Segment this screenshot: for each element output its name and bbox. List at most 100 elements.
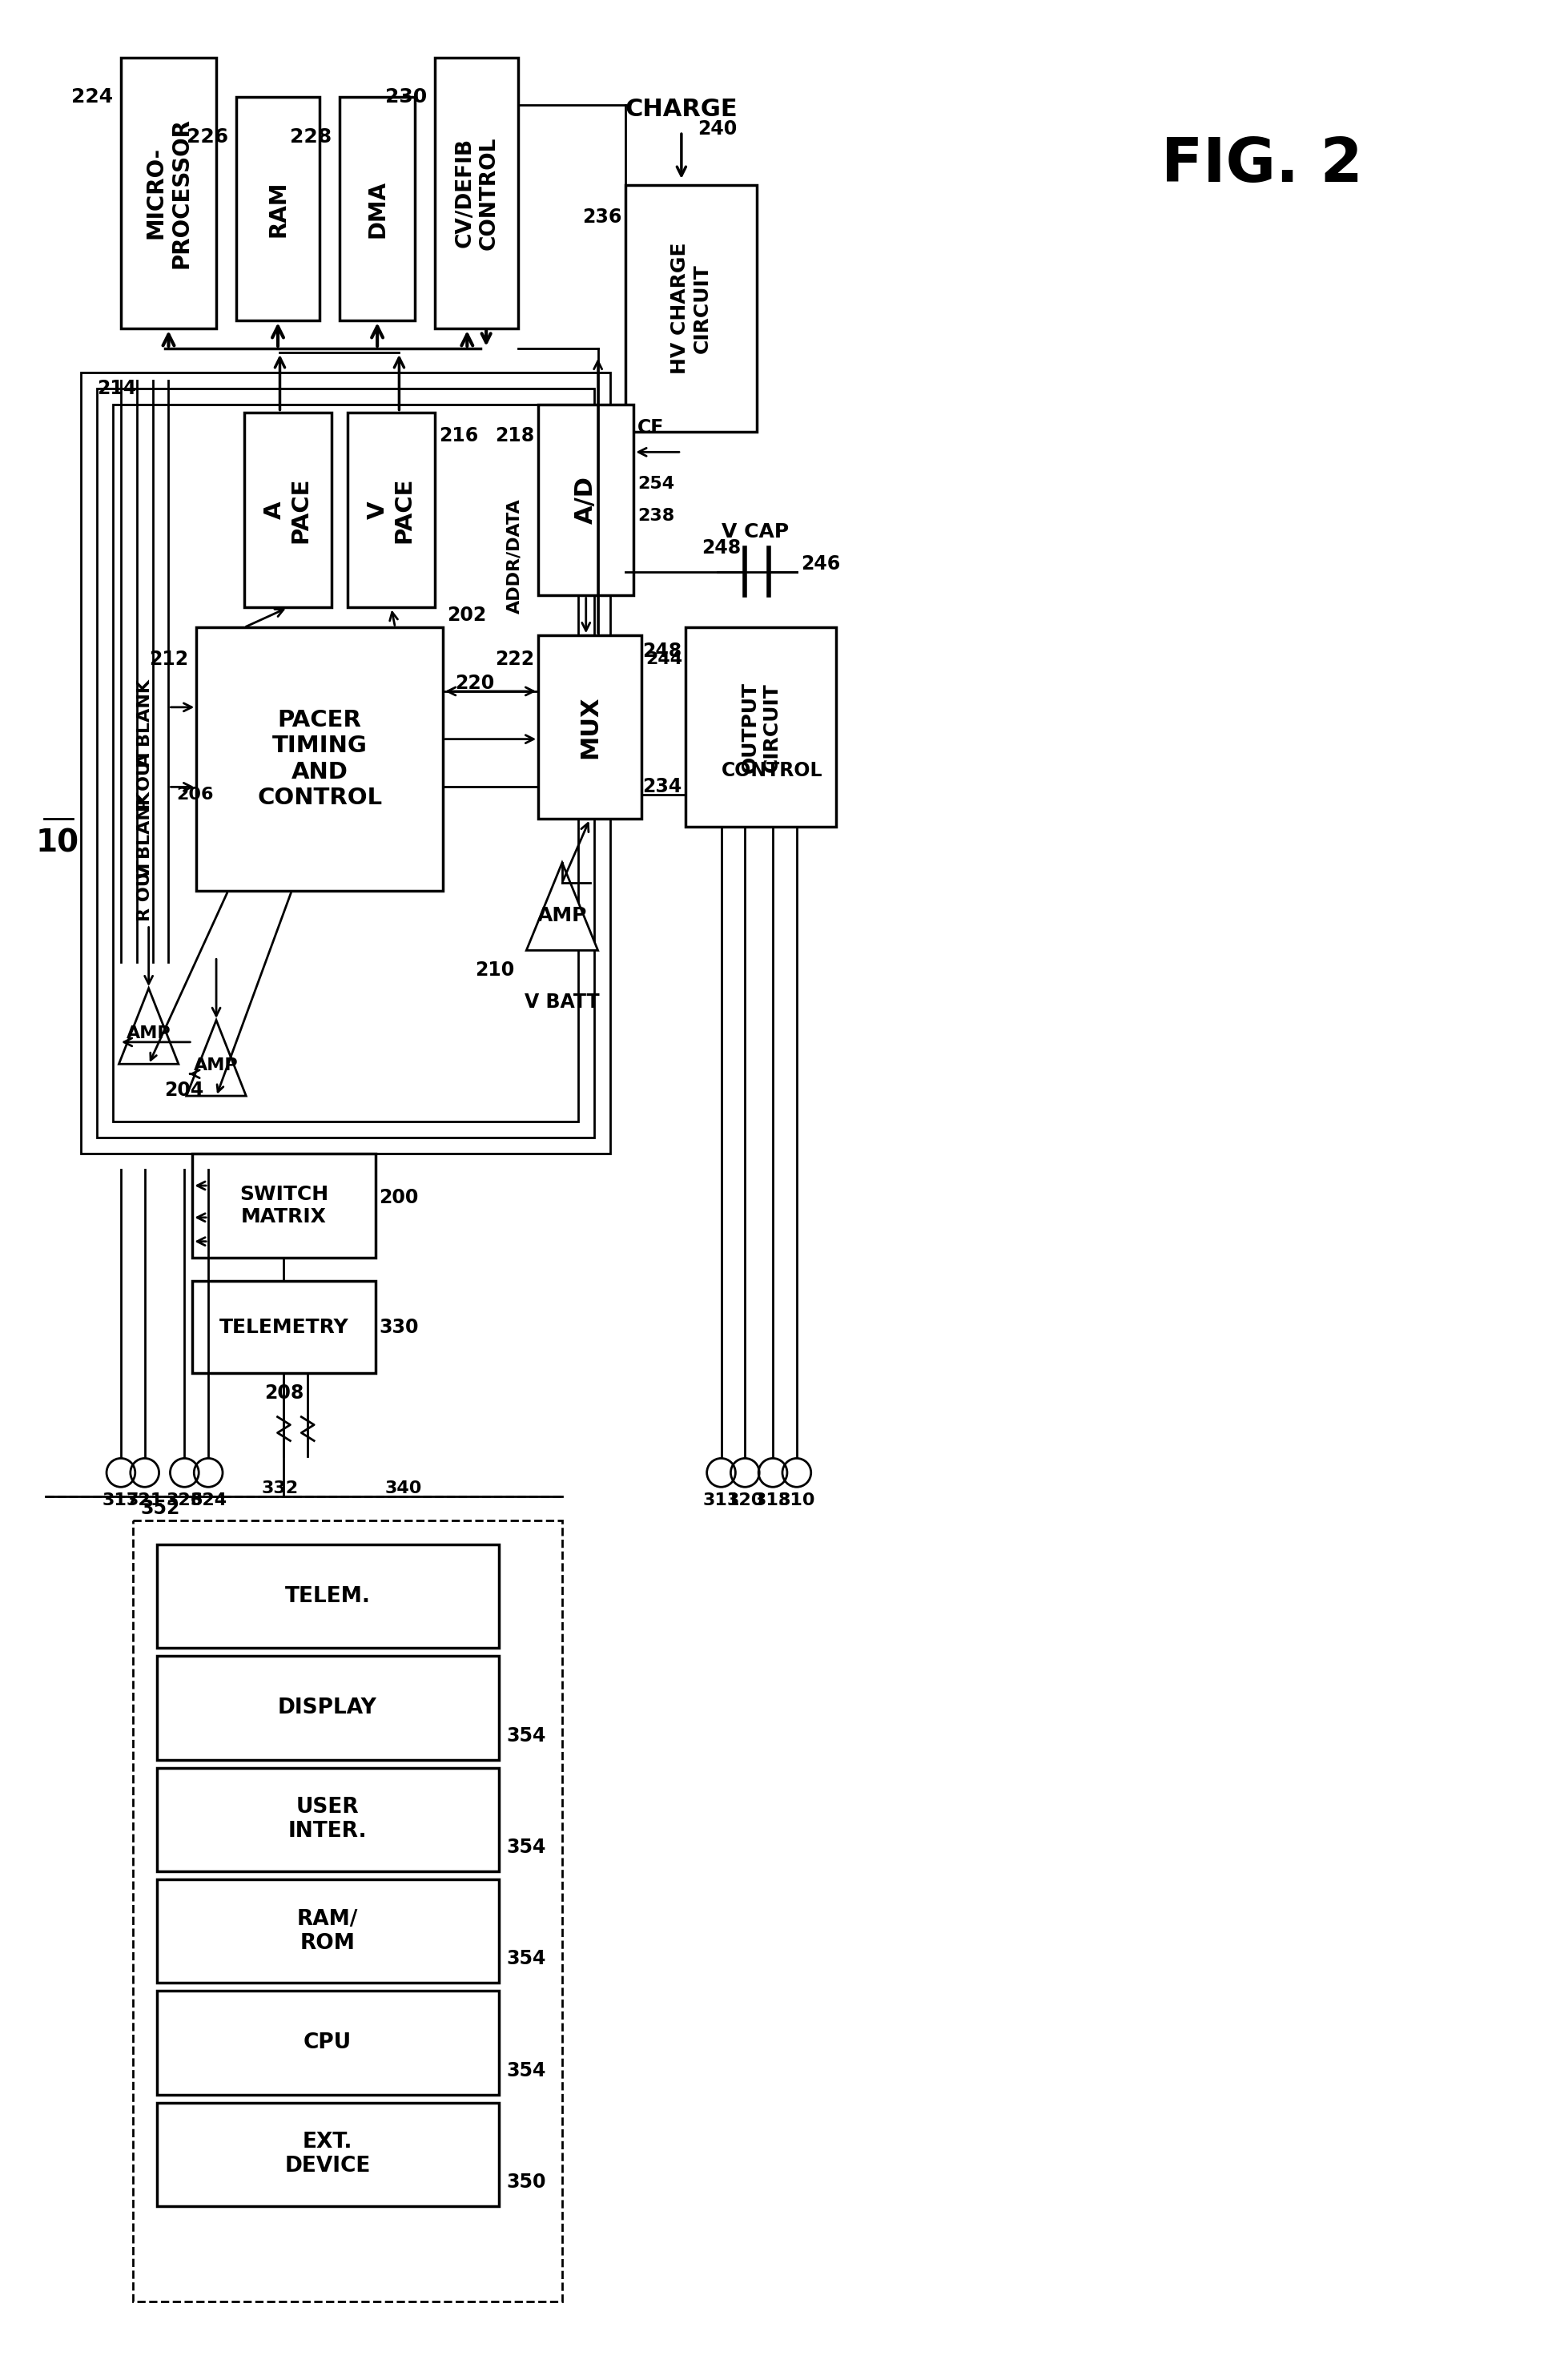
Text: 220: 220	[456, 674, 495, 693]
Text: 202: 202	[446, 607, 487, 626]
Text: 226: 226	[186, 129, 228, 148]
Text: 321: 321	[126, 1492, 164, 1509]
Text: V
PACE: V PACE	[367, 476, 415, 543]
Bar	[156, 1768, 498, 1871]
Text: HV CHARGE
CIRCUIT: HV CHARGE CIRCUIT	[671, 243, 711, 374]
Bar	[192, 1280, 374, 1373]
Bar	[120, 57, 217, 328]
Text: 352: 352	[140, 1499, 179, 1518]
Text: 324: 324	[190, 1492, 226, 1509]
Text: SWITCH
MATRIX: SWITCH MATRIX	[239, 1185, 328, 1226]
Text: PACER
TIMING
AND
CONTROL: PACER TIMING AND CONTROL	[257, 709, 382, 809]
Text: 340: 340	[384, 1480, 421, 1497]
Text: 248: 248	[641, 643, 682, 662]
Text: CF: CF	[638, 419, 665, 438]
Text: 238: 238	[638, 507, 674, 524]
Text: 354: 354	[507, 1949, 546, 1968]
Bar	[156, 1545, 498, 1647]
Bar	[243, 412, 331, 607]
Polygon shape	[186, 1021, 246, 1095]
Text: 310: 310	[778, 1492, 814, 1509]
Text: CHARGE: CHARGE	[626, 98, 738, 121]
Text: 244: 244	[646, 652, 682, 666]
Text: V BLANK: V BLANK	[137, 790, 153, 878]
Text: 330: 330	[379, 1319, 418, 1338]
Bar	[133, 1521, 562, 2301]
Text: AMP: AMP	[537, 907, 587, 926]
Bar	[156, 1880, 498, 1983]
Text: 214: 214	[97, 378, 136, 397]
Text: DMA: DMA	[367, 181, 388, 238]
Text: OUTPUT
CIRCUIT: OUTPUT CIRCUIT	[739, 681, 782, 774]
Bar	[236, 98, 320, 321]
Text: RAM: RAM	[267, 181, 289, 238]
Text: DISPLAY: DISPLAY	[278, 1697, 378, 1718]
Text: 228: 228	[290, 129, 331, 148]
Bar	[156, 1656, 498, 1759]
Text: A BLANK: A BLANK	[137, 681, 153, 766]
Text: ADDR/DATA: ADDR/DATA	[505, 497, 523, 614]
Bar	[435, 57, 518, 328]
Text: 240: 240	[697, 119, 736, 138]
Text: USER
INTER.: USER INTER.	[289, 1797, 367, 1842]
Text: V CAP: V CAP	[721, 521, 788, 540]
Text: A
PACE: A PACE	[264, 476, 312, 543]
Text: 326: 326	[165, 1492, 203, 1509]
Text: TELEMETRY: TELEMETRY	[218, 1319, 348, 1338]
Text: AMP: AMP	[193, 1057, 239, 1073]
Text: AMP: AMP	[126, 1026, 172, 1042]
Text: 208: 208	[264, 1383, 304, 1402]
Text: 10: 10	[36, 828, 80, 857]
Text: 216: 216	[438, 426, 477, 445]
Text: 350: 350	[507, 2173, 546, 2192]
Bar	[340, 98, 415, 321]
Text: 354: 354	[507, 1726, 546, 1745]
Text: EXT.
DEVICE: EXT. DEVICE	[284, 2132, 370, 2178]
Text: 320: 320	[725, 1492, 763, 1509]
Text: 318: 318	[753, 1492, 791, 1509]
Bar	[538, 405, 633, 595]
Text: FIG. 2: FIG. 2	[1161, 136, 1362, 195]
Bar	[156, 1992, 498, 2094]
Bar	[156, 2102, 498, 2206]
Text: 218: 218	[495, 426, 534, 445]
Text: 311: 311	[702, 1492, 739, 1509]
Bar	[112, 405, 577, 1121]
Text: 204: 204	[164, 1081, 204, 1100]
Bar	[97, 388, 594, 1138]
Text: CV/DEFIB
CONTROL: CV/DEFIB CONTROL	[454, 136, 499, 250]
Text: 206: 206	[176, 788, 214, 802]
Text: 332: 332	[261, 1480, 298, 1497]
Bar	[348, 412, 435, 607]
Text: 212: 212	[150, 650, 189, 669]
Text: 222: 222	[495, 650, 534, 669]
Polygon shape	[526, 862, 597, 950]
Text: RAM/
ROM: RAM/ ROM	[296, 1909, 357, 1954]
Text: 248: 248	[700, 538, 741, 557]
Bar	[538, 635, 641, 819]
Text: 234: 234	[641, 778, 682, 797]
Text: MUX: MUX	[579, 695, 601, 759]
Text: 254: 254	[638, 476, 674, 493]
Text: 236: 236	[582, 207, 621, 226]
Text: 224: 224	[72, 88, 112, 107]
Text: A/D: A/D	[574, 476, 597, 524]
Bar	[192, 1154, 374, 1257]
Text: MICRO-
PROCESSOR: MICRO- PROCESSOR	[145, 117, 192, 269]
Text: P OUT: P OUT	[137, 747, 153, 809]
Text: 354: 354	[507, 1837, 546, 1856]
Text: R OUT: R OUT	[137, 859, 153, 921]
Bar	[685, 628, 836, 826]
Text: 200: 200	[379, 1188, 418, 1207]
Text: 246: 246	[800, 555, 839, 574]
Text: 210: 210	[474, 962, 515, 981]
Text: 354: 354	[507, 2061, 546, 2080]
Bar	[197, 628, 443, 890]
Text: CPU: CPU	[303, 2033, 351, 2054]
Text: TELEM.: TELEM.	[284, 1585, 370, 1607]
Bar	[626, 186, 757, 433]
Text: CONTROL: CONTROL	[721, 762, 822, 781]
Text: 317: 317	[103, 1492, 139, 1509]
Bar	[81, 371, 610, 1154]
Text: V BATT: V BATT	[524, 992, 599, 1012]
